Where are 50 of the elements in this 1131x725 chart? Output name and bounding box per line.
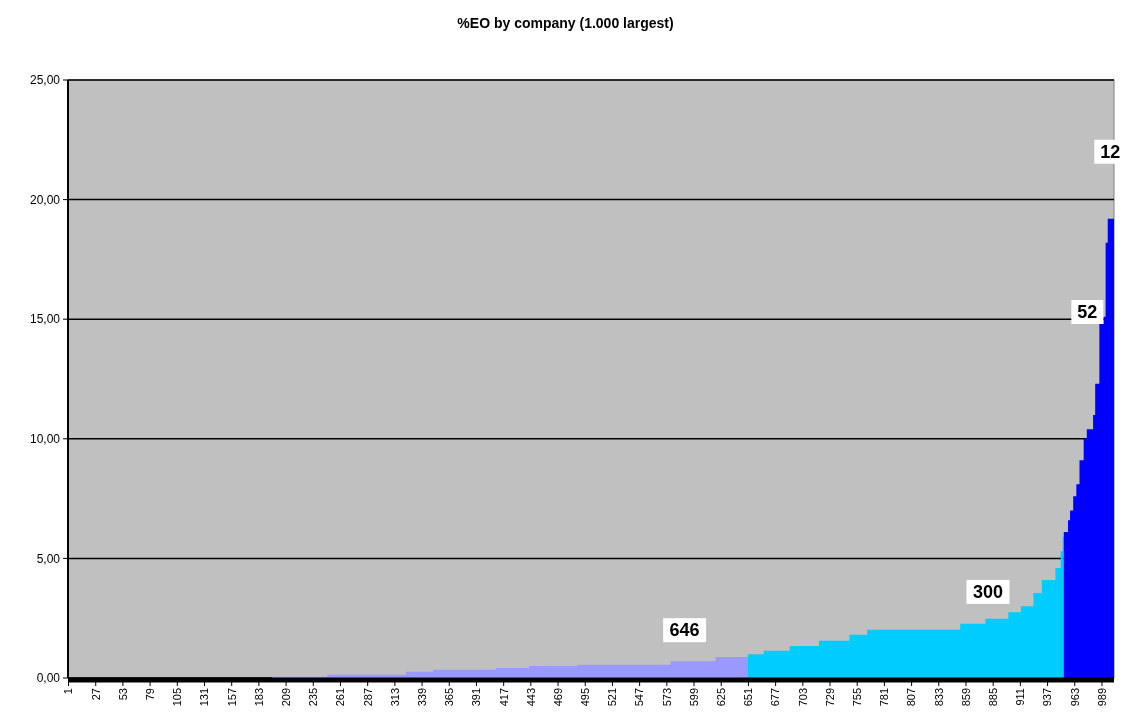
x-tick-label: 963 — [1068, 688, 1081, 707]
x-tick-label: 703 — [796, 688, 809, 707]
x-tick-label: 989 — [1095, 688, 1108, 707]
x-tick-label: 391 — [470, 688, 483, 707]
x-tick-label: 313 — [388, 688, 401, 707]
x-tick-label: 625 — [715, 688, 728, 707]
y-tick-label: 20,00 — [29, 192, 61, 207]
x-tick-label: 365 — [443, 688, 456, 707]
x-tick-label: 183 — [252, 688, 265, 707]
chart-title: %EO by company (1.000 largest) — [457, 15, 674, 31]
x-tick-label: 521 — [606, 688, 619, 707]
x-tick-label: 443 — [524, 688, 537, 707]
annotation: 646 — [669, 620, 700, 641]
x-tick-label: 209 — [279, 688, 292, 707]
x-tick-label: 651 — [742, 688, 755, 707]
x-tick-label: 27 — [89, 688, 102, 701]
annotation: 12 — [1100, 142, 1121, 163]
x-tick-label: 833 — [932, 688, 945, 707]
x-tick-label: 287 — [361, 688, 374, 707]
x-tick-label: 781 — [878, 688, 891, 707]
x-tick-label: 261 — [334, 688, 347, 707]
x-tick-label: 599 — [687, 688, 700, 707]
y-tick-label: 25,00 — [29, 73, 61, 88]
x-tick-label: 807 — [905, 688, 918, 707]
y-tick-label: 5,00 — [36, 551, 61, 566]
x-tick-label: 157 — [225, 688, 238, 707]
x-tick-label: 859 — [959, 688, 972, 707]
x-tick-label: 573 — [660, 688, 673, 707]
x-tick-label: 677 — [769, 688, 782, 707]
y-tick-label: 10,00 — [29, 432, 61, 446]
annotation: 300 — [972, 582, 1003, 603]
x-tick-label: 495 — [579, 688, 592, 707]
y-tick-label: 0,00 — [36, 671, 61, 686]
x-tick-label: 729 — [823, 688, 836, 707]
x-tick-label: 235 — [307, 688, 320, 707]
annotation: 52 — [1077, 302, 1098, 323]
x-tick-label: 547 — [633, 688, 646, 707]
y-tick-label: 15,00 — [29, 312, 61, 327]
x-tick-label: 1 — [62, 688, 75, 695]
x-tick-label: 911 — [1014, 688, 1027, 706]
x-tick-label: 131 — [198, 688, 211, 707]
x-tick-label: 339 — [415, 688, 428, 707]
x-tick-label: 79 — [143, 688, 156, 701]
x-tick-label: 885 — [987, 688, 1000, 707]
x-tick-label: 417 — [497, 688, 510, 707]
x-tick-label: 937 — [1041, 688, 1054, 707]
x-tick-label: 755 — [851, 688, 864, 707]
x-tick-label: 105 — [171, 688, 184, 707]
x-tick-label: 469 — [551, 688, 564, 707]
x-tick-label: 53 — [116, 688, 129, 701]
